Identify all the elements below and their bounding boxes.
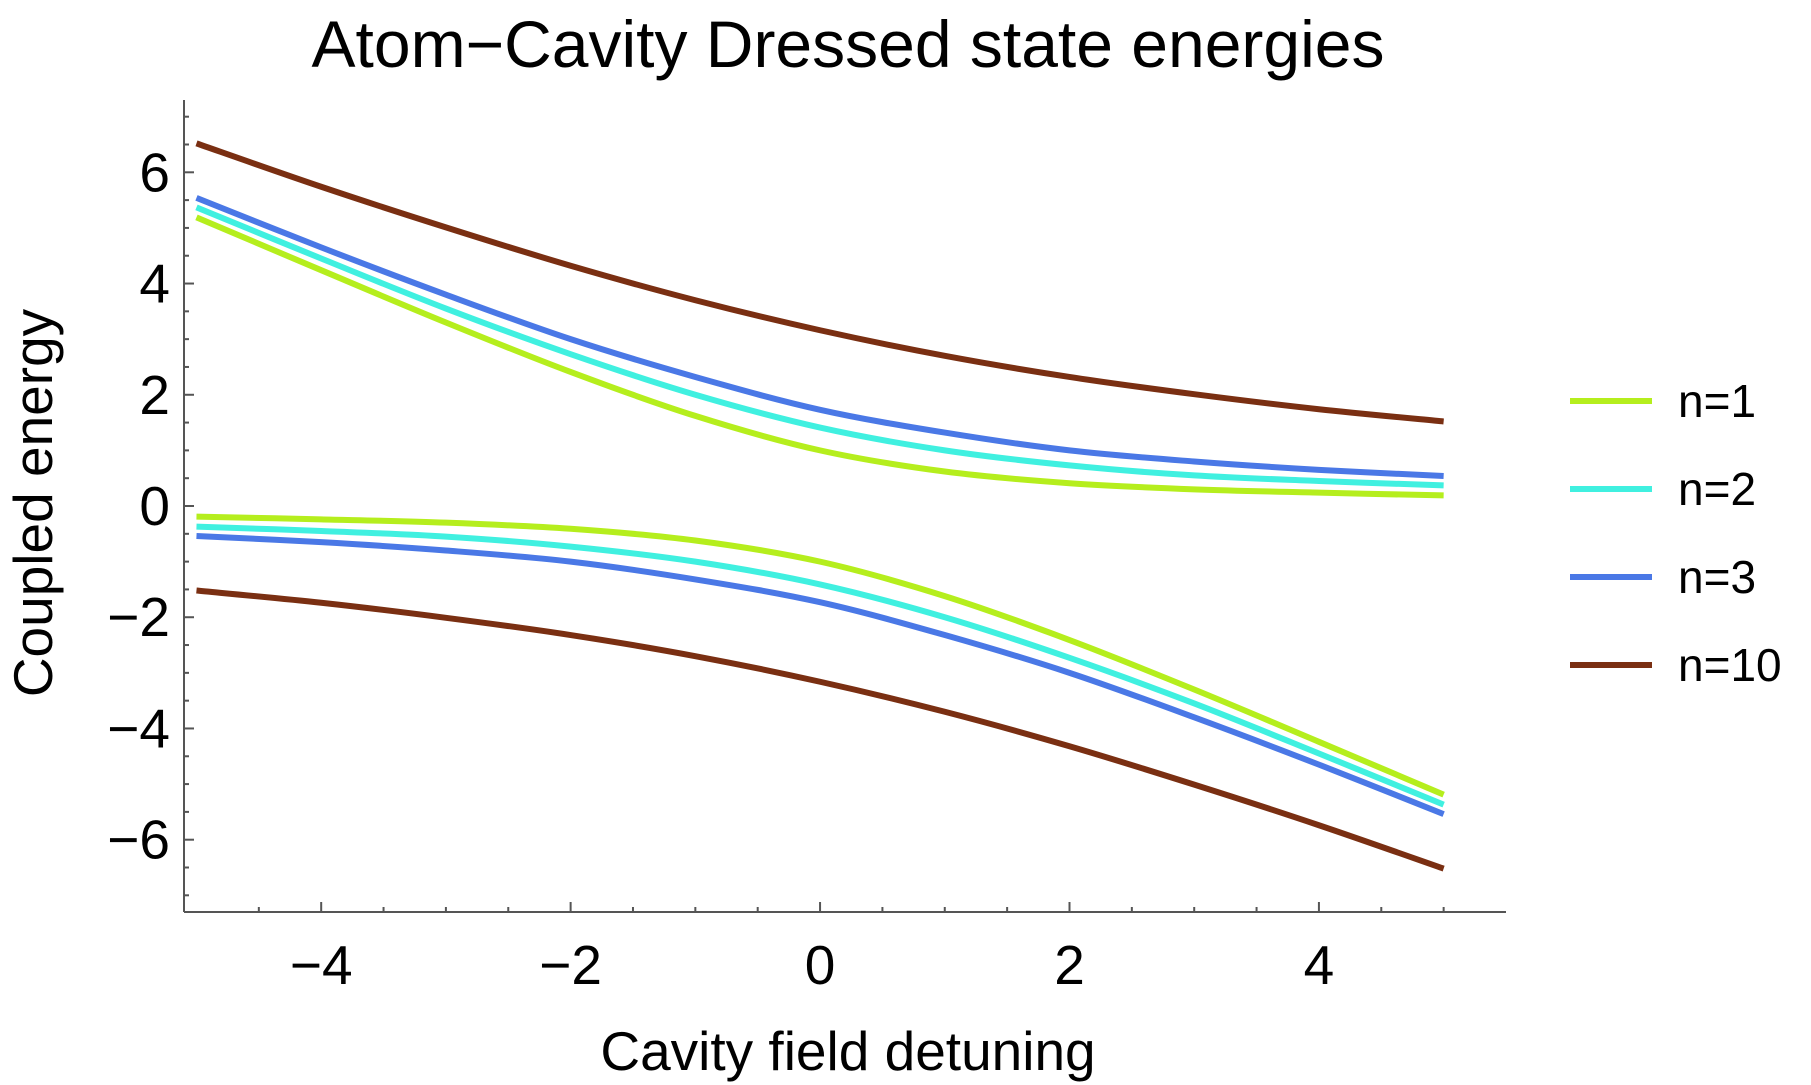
y-tick-label: −6 [107,809,170,871]
x-tick-label: 0 [805,934,836,996]
x-ticks: −4 −2 0 2 4 [257,902,1445,996]
y-axis-label: Coupled energy [2,308,64,697]
y-tick-label: −2 [107,586,170,648]
y-tick-label: 4 [139,253,170,315]
x-tick-label: 4 [1304,934,1335,996]
x-tick-label: −2 [539,934,602,996]
y-tick-label: 0 [139,475,170,537]
legend-label: n=2 [1678,463,1756,515]
legend-label: n=1 [1678,375,1756,427]
legend-label: n=10 [1678,639,1782,691]
series-line-n3-lower [196,533,1445,817]
series-line-n2-lower [196,523,1445,808]
axes: −4 −2 0 2 4 −6 −4 −2 0 2 4 6 [107,100,1506,996]
y-tick-label: 6 [139,141,170,203]
series-line-n1-upper [195,214,1444,499]
x-tick-label: 2 [1054,934,1085,996]
y-tick-label: −4 [107,697,170,759]
series-line-n10-upper [195,140,1444,425]
series-line-n1-lower [196,513,1445,798]
series-line-n10-lower [196,587,1445,872]
plot-lines [195,140,1445,872]
y-ticks: −6 −4 −2 0 2 4 6 [107,115,194,897]
x-tick-label: −4 [290,934,353,996]
chart-title: Atom−Cavity Dressed state energies [312,7,1385,81]
series-line-n3-upper [195,195,1444,479]
legend-label: n=3 [1678,551,1756,603]
x-axis-label: Cavity field detuning [600,1020,1095,1082]
legend: n=1 n=2 n=3 n=10 [1570,375,1782,691]
series-line-n2-upper [195,204,1444,489]
y-tick-label: 2 [139,364,170,426]
